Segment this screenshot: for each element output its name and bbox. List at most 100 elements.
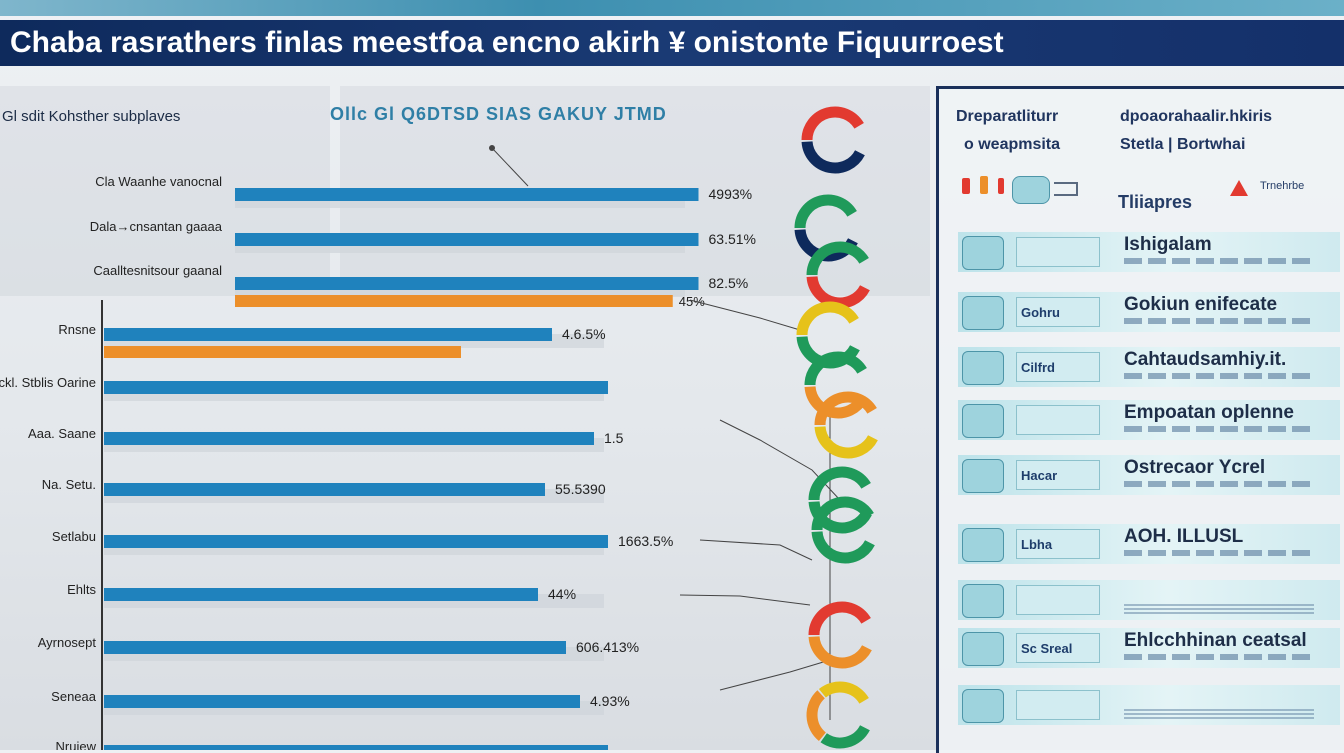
bar-primary [104,745,608,750]
category-label: Flckl. Stblis Oarine [0,375,96,390]
row-illustration-icon [962,689,1004,723]
row-badge-label: Cilfrd [1016,352,1100,382]
category-label: Nruiew [56,739,97,750]
bar-secondary [104,346,461,358]
bar-primary [104,588,538,601]
category-label: Ayrnosept [38,635,97,650]
donut-segment [794,194,857,229]
bottle-icon [962,178,970,194]
value-label: 4993% [709,186,753,202]
panel-list-item: Empoatan oplenne [958,400,1340,440]
row-fine-print [1124,318,1314,324]
category-label: Setlabu [52,529,96,544]
category-label: Ehlts [67,582,96,597]
panel-list-item: Sc Sreal Ehlcchhinan ceatsal [958,628,1340,668]
leader-line [679,594,811,606]
panel-list-item [958,685,1340,725]
row-badge-label: Hacar [1016,460,1100,490]
category-label: Cla Waanhe vanocnal [95,174,222,189]
title-banner: Chaba rasrathers finlas meestfoa encno a… [0,20,1344,66]
donut-segment [804,351,867,386]
row-illustration-icon [962,584,1004,618]
value-label: 55.5390 [555,481,606,497]
row-badge-label [1016,237,1100,267]
value-label: 1663.5% [618,533,673,549]
panel-icons-label: Tliiapres [1118,192,1193,212]
row-fine-print [1124,604,1314,614]
donut-segment [820,724,870,749]
leader-line [699,539,813,561]
value-label: 4.93% [590,693,630,709]
donut-segment [804,385,868,419]
top-accent-strip [0,0,1344,16]
row-illustration-icon [962,632,1004,666]
panel-list-item: Ishigalam [958,232,1340,272]
donut-segment [808,500,872,534]
category-label: Seneaa [51,689,97,704]
row-fine-print [1124,373,1314,379]
row-badge-label: Lbha [1016,529,1100,559]
bottle-icon [980,176,988,194]
panel-list-item: Cilfrd Cahtaudsamhiy.it. [958,347,1340,387]
row-fine-print [1124,426,1314,432]
donut-segment [811,530,875,564]
value-label: 606.413% [576,639,639,655]
y-axis-line [101,300,103,750]
donut-segment [801,140,865,174]
page-title: Chaba rasrathers finlas meestfoa encno a… [10,26,1004,59]
panel-heading-right-2: Stetla | Bortwhai [1120,136,1246,153]
dropper-icon [998,178,1004,194]
row-illustration-icon [962,528,1004,562]
row-title: Ehlcchhinan ceatsal [1124,630,1307,651]
category-label: Dala→cnsantan gaaaa [90,219,223,234]
row-title: Gokiun enifecate [1124,294,1278,315]
panel-list-item: Gohru Gokiun enifecate [958,292,1340,332]
row-title: Ishigalam [1124,234,1212,255]
donut-segment [808,466,871,501]
leader-line [689,299,801,331]
value-label: 4.6.5% [562,326,606,342]
value-label: 1.5 [604,430,624,446]
donut-segment [808,601,871,636]
bar-primary [235,233,699,246]
bar-primary [235,188,699,201]
bar-primary [104,432,594,445]
bar-primary [104,695,580,708]
bar-primary [104,328,552,341]
row-badge-label: Sc Sreal [1016,633,1100,663]
bar-primary [104,381,608,394]
row-title: AOH. ILLUSL [1124,526,1244,547]
chat-icon [1012,176,1050,204]
leader-line [491,147,529,187]
panel-list-item [958,580,1340,620]
donut-segment [814,425,878,459]
donut-segment [818,681,869,704]
row-badge-label [1016,585,1100,615]
row-illustration-icon [962,351,1004,385]
row-title: Empoatan oplenne [1124,402,1294,423]
row-fine-print [1124,550,1314,556]
value-label-secondary: 45% [679,294,705,309]
donut-segment [806,275,870,309]
row-fine-print [1124,258,1314,264]
bracket-icon [1054,182,1078,196]
donut-segment [814,391,877,426]
category-label: Na. Setu. [42,477,96,492]
leader-line [719,659,831,691]
panel-heading-left-2: o weapmsita [964,136,1061,153]
chart-legend-text: Ollc Gl Q6DTSD SIAS GAKUY JTMD [330,104,667,124]
row-illustration-icon [962,459,1004,493]
arrow-up-icon [1230,180,1248,196]
bar-primary [235,277,699,290]
row-illustration-icon [962,296,1004,330]
bar-primary [104,483,545,496]
category-label: Rnsne [58,322,96,337]
value-label: 44% [548,586,576,602]
donut-segment [808,635,872,669]
leader-line [719,419,841,501]
row-fine-print [1124,709,1314,719]
row-fine-print [1124,654,1314,660]
panel-heading-left-1: Dreparatliturr [956,108,1059,125]
left-section-heading: Gl sdit Kohsther subplaves [2,108,181,125]
category-label: Caalltesnitsour gaanal [93,263,222,278]
